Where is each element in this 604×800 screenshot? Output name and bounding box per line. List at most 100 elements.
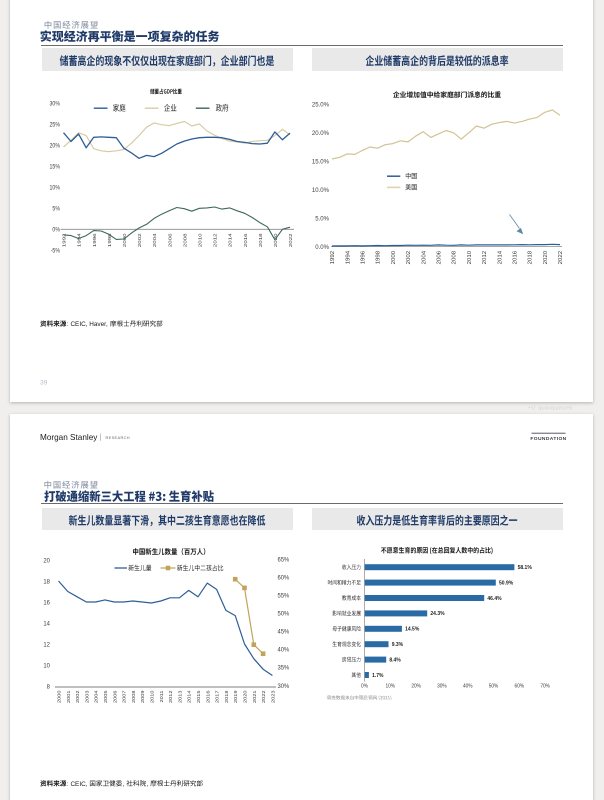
svg-text:2014: 2014 (498, 251, 503, 265)
svg-text:2016: 2016 (206, 690, 212, 703)
svg-text:2017: 2017 (215, 690, 221, 703)
svg-text:2016: 2016 (513, 251, 518, 265)
svg-text:: CEIC, Haver,: : CEIC, Haver, (67, 321, 108, 328)
svg-text:50.9%: 50.9% (499, 580, 514, 586)
svg-text:20: 20 (43, 557, 50, 564)
svg-text:2018: 2018 (224, 690, 230, 703)
svg-text:30%: 30% (277, 683, 289, 690)
svg-text:2000: 2000 (57, 690, 63, 703)
svg-text:2016: 2016 (243, 234, 248, 248)
svg-text:2008: 2008 (131, 690, 137, 703)
svg-text:2006: 2006 (168, 234, 173, 248)
svg-text:2022: 2022 (289, 234, 294, 248)
svg-text:0.0%: 0.0% (315, 244, 329, 251)
svg-text:0%: 0% (361, 683, 368, 689)
svg-text:15.0%: 15.0% (312, 158, 329, 165)
svg-text:40%: 40% (463, 683, 473, 689)
svg-text:FOUNDATION: FOUNDATION (530, 436, 566, 442)
svg-text:25%: 25% (50, 122, 61, 129)
svg-text:2004: 2004 (153, 234, 158, 248)
svg-text:39: 39 (40, 379, 48, 386)
svg-text:16: 16 (43, 599, 50, 606)
svg-text:2018: 2018 (528, 251, 533, 265)
svg-text:2000: 2000 (122, 234, 127, 248)
svg-text:2002: 2002 (406, 251, 411, 265)
svg-text:,: , (147, 781, 149, 788)
svg-text:2022: 2022 (261, 690, 267, 703)
svg-text:30%: 30% (50, 101, 61, 108)
svg-text:35%: 35% (277, 665, 289, 672)
svg-text:2008: 2008 (452, 251, 457, 265)
svg-text:55%: 55% (277, 592, 289, 599)
svg-text:5.0%: 5.0% (315, 215, 329, 222)
svg-text:1992: 1992 (330, 251, 335, 265)
svg-text:2006: 2006 (437, 251, 442, 265)
svg-text:2002: 2002 (75, 690, 81, 703)
svg-text:1996: 1996 (92, 234, 97, 248)
svg-text:2003: 2003 (85, 690, 91, 703)
svg-text:1998: 1998 (107, 234, 112, 248)
svg-text:2020: 2020 (273, 234, 278, 248)
svg-text:20%: 20% (411, 683, 421, 689)
svg-text:65%: 65% (277, 556, 289, 563)
svg-text:2018: 2018 (258, 234, 263, 248)
svg-text:RESEARCH: RESEARCH (106, 435, 130, 440)
svg-text:2010: 2010 (467, 251, 472, 265)
svg-text:2014: 2014 (187, 690, 193, 703)
svg-text:2012: 2012 (213, 234, 218, 248)
svg-text:10%: 10% (385, 683, 395, 689)
svg-text:Morgan Stanley: Morgan Stanley (40, 433, 98, 442)
svg-text:2000: 2000 (391, 251, 396, 265)
svg-text:+V: quanquanzeli: +V: quanquanzeli (528, 405, 572, 411)
svg-text:2002: 2002 (138, 234, 143, 248)
svg-text:30%: 30% (437, 683, 447, 689)
svg-text:40%: 40% (277, 646, 289, 653)
svg-text:2019: 2019 (233, 690, 239, 703)
svg-text:2010: 2010 (150, 690, 156, 703)
svg-text:18: 18 (43, 578, 50, 585)
svg-text:0%: 0% (52, 227, 60, 234)
svg-text:2001: 2001 (66, 690, 72, 703)
svg-text:8: 8 (47, 683, 51, 690)
svg-text:15%: 15% (50, 164, 61, 171)
svg-text:2004: 2004 (422, 251, 427, 265)
svg-text:2005: 2005 (103, 690, 109, 703)
svg-text:10: 10 (43, 662, 50, 669)
svg-text:14: 14 (43, 620, 50, 627)
svg-text:20%: 20% (50, 143, 61, 150)
svg-text:1998: 1998 (376, 251, 381, 265)
svg-text:9.3%: 9.3% (392, 642, 404, 648)
svg-text:2013: 2013 (178, 690, 184, 703)
svg-text:2012: 2012 (168, 690, 174, 703)
svg-text:2022: 2022 (558, 251, 563, 265)
svg-text:2020: 2020 (543, 251, 548, 265)
svg-text:2010: 2010 (198, 234, 203, 248)
svg-text:1994: 1994 (77, 234, 82, 248)
svg-text:14.5%: 14.5% (405, 627, 420, 633)
svg-text:8.4%: 8.4% (389, 657, 401, 663)
svg-text:: CEIC,: : CEIC, (67, 781, 88, 788)
svg-text:10.0%: 10.0% (312, 187, 329, 194)
svg-text:2006: 2006 (113, 690, 119, 703)
svg-text:2012: 2012 (482, 251, 487, 265)
svg-text:50%: 50% (489, 683, 499, 689)
svg-text:45%: 45% (277, 628, 289, 635)
svg-text:2007: 2007 (122, 690, 128, 703)
svg-text:2009: 2009 (140, 690, 146, 703)
svg-text:25.0%: 25.0% (312, 101, 329, 108)
svg-text:5%: 5% (52, 206, 60, 213)
svg-text:2004: 2004 (94, 690, 100, 703)
svg-text:2011: 2011 (159, 690, 165, 702)
svg-text:10%: 10% (50, 185, 61, 192)
svg-text:58.1%: 58.1% (518, 565, 533, 571)
svg-text:12: 12 (43, 641, 50, 648)
svg-text:,: , (123, 781, 125, 788)
svg-text:2008: 2008 (183, 234, 188, 248)
svg-text:-5%: -5% (51, 248, 61, 255)
svg-text:70%: 70% (540, 683, 550, 689)
svg-text:1994: 1994 (346, 251, 351, 265)
svg-text:1.7%: 1.7% (372, 673, 384, 679)
svg-text:50%: 50% (277, 610, 289, 617)
svg-text:2021: 2021 (252, 690, 258, 703)
svg-text:20.0%: 20.0% (312, 130, 329, 137)
